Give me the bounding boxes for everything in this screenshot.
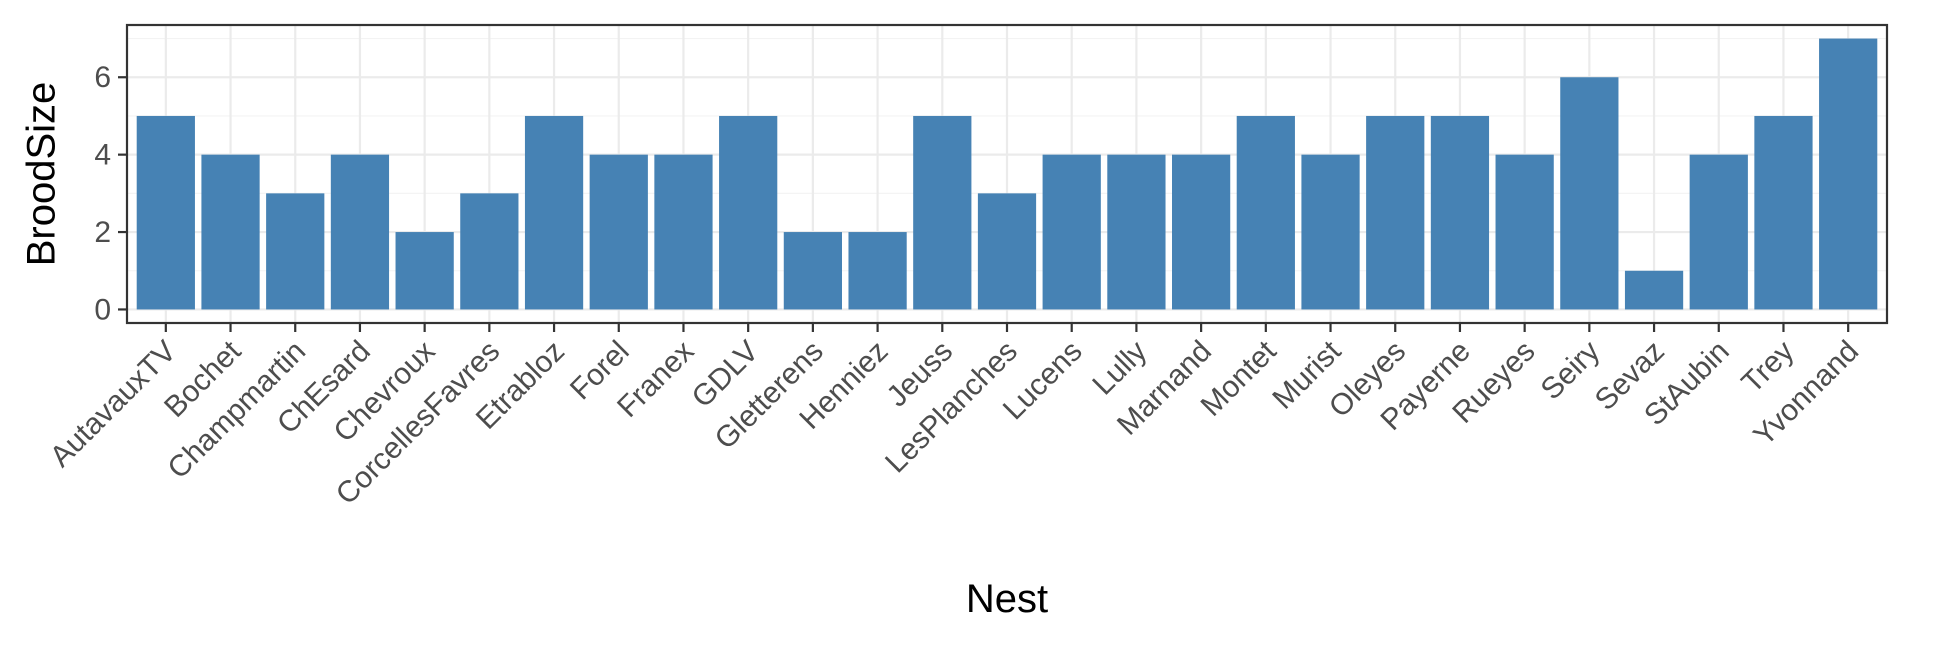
y-axis-title: BroodSize bbox=[20, 82, 64, 267]
bar-Bochet bbox=[201, 154, 260, 310]
x-axis: AutavauxTVBochetChampmartinChEsardChevro… bbox=[44, 323, 1865, 511]
y-axis: 0 2 4 6 bbox=[94, 61, 127, 326]
bar-Henniez bbox=[848, 232, 907, 310]
bar-Seiry bbox=[1560, 77, 1619, 310]
bar-Chevroux bbox=[395, 232, 454, 310]
y-tick-label: 2 bbox=[94, 216, 111, 249]
bar-Lully bbox=[1107, 154, 1166, 310]
y-tick-label: 6 bbox=[94, 61, 111, 94]
bar-Jeuss bbox=[913, 115, 972, 310]
y-tick-label: 0 bbox=[94, 293, 111, 326]
bar-StAubin bbox=[1689, 154, 1748, 310]
bar-Murist bbox=[1301, 154, 1360, 310]
bar-Etrabloz bbox=[524, 115, 584, 310]
bar-Franex bbox=[654, 154, 713, 310]
bar-AutavauxTV bbox=[136, 115, 195, 310]
bar-Trey bbox=[1754, 115, 1813, 310]
x-axis-title: Nest bbox=[966, 577, 1048, 621]
bar-Payerne bbox=[1430, 115, 1490, 310]
bar-Montet bbox=[1236, 115, 1295, 310]
bar-Oleyes bbox=[1366, 115, 1425, 310]
bar-ChEsard bbox=[330, 154, 390, 310]
bar-Rueyes bbox=[1495, 154, 1554, 310]
bar-GDLV bbox=[719, 115, 778, 310]
bars bbox=[136, 38, 1878, 310]
y-tick-label: 4 bbox=[94, 139, 111, 172]
bar-Yvonnand bbox=[1819, 38, 1878, 310]
bar-CorcellesFavres bbox=[460, 193, 519, 310]
bar-Lucens bbox=[1042, 154, 1101, 310]
bar-LesPlanches bbox=[977, 193, 1037, 310]
bar-Gletterens bbox=[783, 232, 842, 310]
bar-Marnand bbox=[1172, 154, 1231, 310]
x-tick-label: Montet bbox=[1195, 334, 1284, 423]
bar-Sevaz bbox=[1624, 270, 1684, 310]
bar-Forel bbox=[589, 154, 648, 310]
bar-Champmartin bbox=[266, 193, 325, 310]
